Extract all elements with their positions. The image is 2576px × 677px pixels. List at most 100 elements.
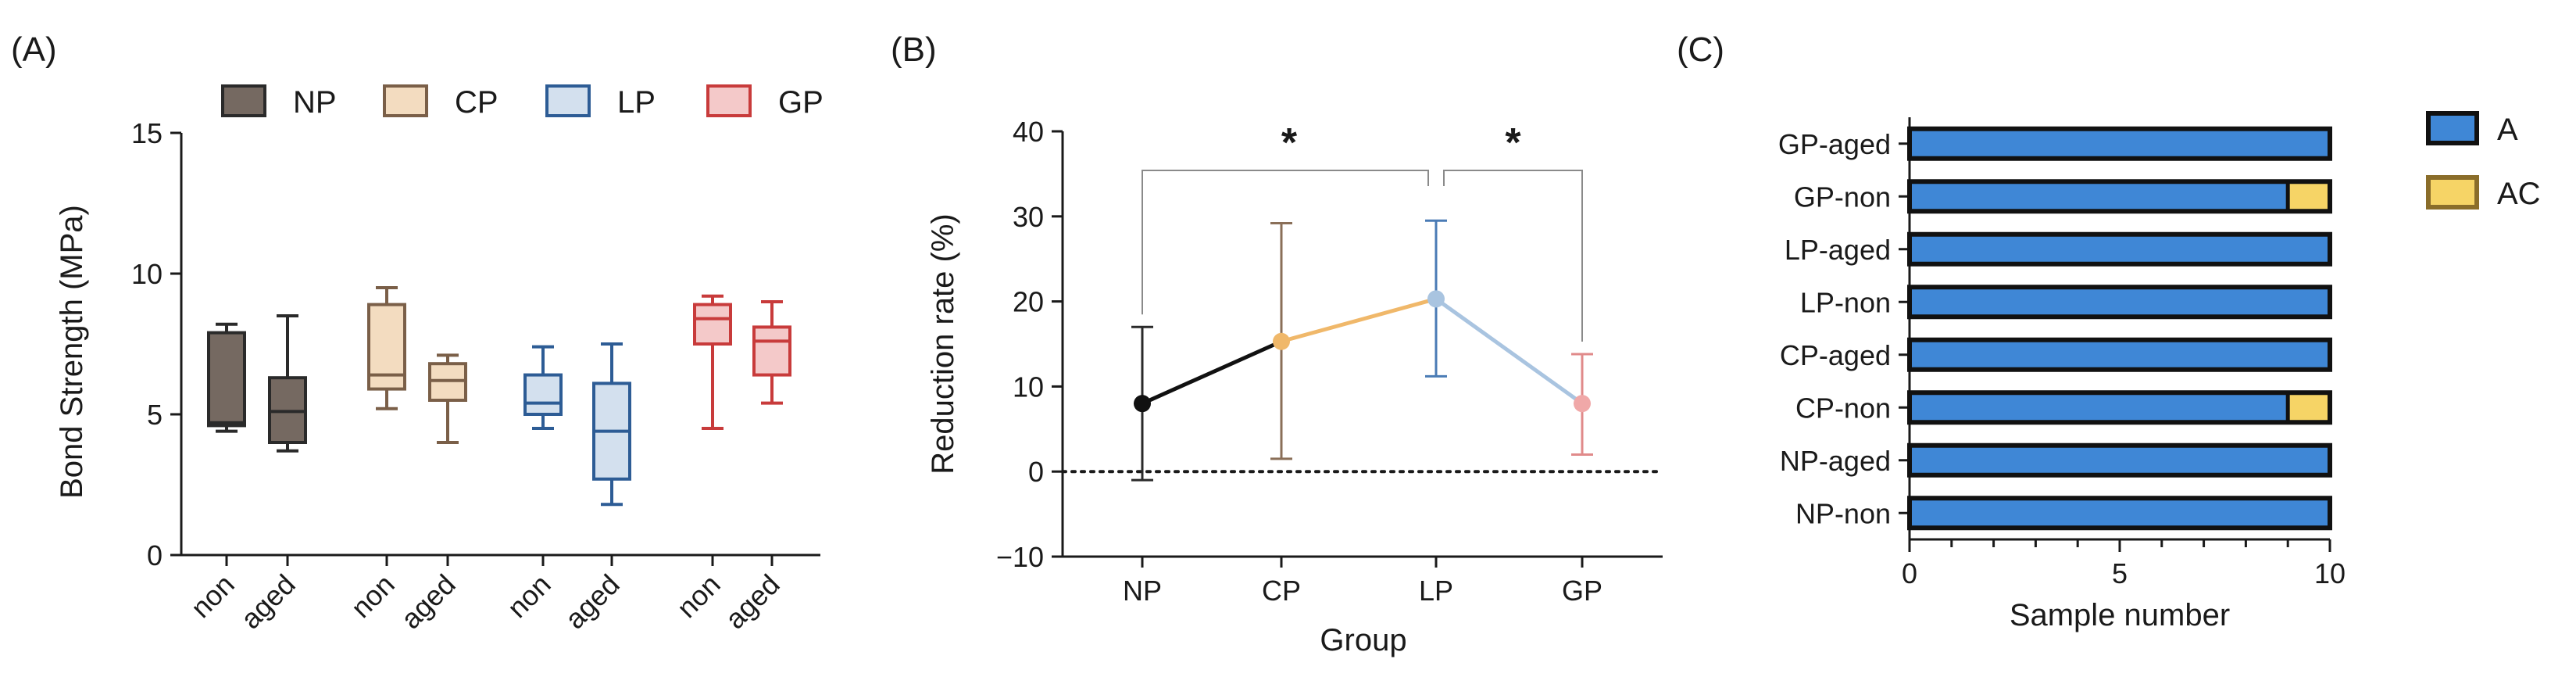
panel-a-x-tick-label: non	[184, 568, 240, 624]
panel-b-y-axis: −10 0 10 20 30 40	[996, 116, 1064, 573]
panel-a-y-axis: 0 5 10 15	[131, 117, 183, 571]
panel-a-x-tick-label: aged	[234, 568, 302, 636]
panel-b: (B) Reduction rate (%) Group −10 0 10 20 30 4…	[891, 30, 1664, 657]
panel-c-y-tick-label: NP-aged	[1780, 445, 1891, 477]
panel-a-x-tick-label: non	[501, 568, 556, 624]
bar-outline	[1907, 231, 2332, 267]
bar-a-cp-non	[1910, 392, 2288, 423]
panel-a-boxes	[207, 286, 791, 507]
box-np-non	[207, 322, 246, 433]
legend-item-lp: LP	[545, 84, 656, 120]
box-iqr	[693, 303, 732, 346]
panel-c-y-tick-label: CP-non	[1795, 392, 1891, 424]
bar-ac-cp-non	[2288, 392, 2330, 423]
box-iqr	[207, 331, 246, 428]
panel-c-y-tick-label: GP-non	[1794, 181, 1891, 213]
panel-c: (C) Sample number GP-aged GP-non LP-aged LP…	[1677, 30, 2541, 632]
data-point	[1134, 395, 1151, 413]
bar-a-gp-non	[1910, 181, 2288, 212]
legend-label: NP	[293, 85, 337, 120]
panel-a-x-tick-label: non	[345, 568, 400, 624]
panel-c-x-tick-label: 10	[2314, 557, 2346, 589]
bracket-line	[1142, 170, 1429, 315]
data-point	[1574, 395, 1591, 413]
bar-a-np-non	[1910, 498, 2330, 528]
legend-item-cp: CP	[383, 84, 498, 120]
panel-b-y-tick-label: 0	[1028, 456, 1044, 488]
significance-star: *	[1281, 120, 1298, 166]
box-cp-non	[367, 286, 406, 410]
panel-c-y-tick-label: NP-non	[1795, 497, 1891, 529]
legend-item-gp: GP	[706, 84, 824, 120]
box-gp-non	[693, 294, 732, 430]
panel-a-y-tick-label: 15	[131, 117, 163, 149]
legend-swatch	[2426, 175, 2479, 210]
significance-bracket-np-lp: *	[1142, 120, 1429, 315]
panel-b-x-tick-label: LP	[1419, 575, 1453, 607]
legend-label: LP	[617, 85, 656, 120]
panel-b-x-tick-label: CP	[1262, 575, 1301, 607]
significance-bracket-lp-gp: *	[1443, 120, 1583, 342]
bar-a-lp-aged	[1910, 234, 2330, 264]
panel-c-x-tick-label: 5	[2112, 557, 2128, 589]
bar-outline	[1907, 337, 2332, 372]
bar-a-lp-non	[1910, 287, 2330, 317]
series-line-segment	[1141, 339, 1283, 406]
panel-a-y-tick-label: 10	[131, 258, 163, 290]
panel-a-x-tick-label: aged	[559, 568, 626, 636]
legend-swatch	[2426, 111, 2479, 145]
legend-label: GP	[778, 85, 824, 120]
panel-a: (A) NP CP LP GP Bond Strength (MPa) 051015 …	[11, 30, 824, 635]
legend-item-np: NP	[221, 84, 337, 120]
bar-outline	[1907, 390, 2332, 425]
legend-swatch	[221, 84, 266, 117]
panel-a-legend: NP CP LP GP	[221, 84, 824, 120]
legend-swatch	[383, 84, 428, 117]
legend-swatch	[706, 84, 752, 117]
panel-c-y-tick-label: LP-non	[1800, 286, 1891, 318]
panel-a-y-axis-title: Bond Strength (MPa)	[55, 205, 89, 499]
panel-c-x-axis-title: Sample number	[2010, 598, 2230, 632]
panel-c-x-axis: 0 5 10	[1902, 538, 2346, 589]
bar-a-gp-aged	[1910, 128, 2330, 159]
panel-c-y-tick-label: GP-aged	[1778, 128, 1891, 160]
bar-ac-gp-non	[2288, 181, 2330, 212]
panel-b-y-tick-label: −10	[996, 541, 1044, 573]
panel-c-bars	[1907, 126, 2332, 531]
bar-outline	[1907, 442, 2332, 478]
panel-a-x-tick-label: non	[670, 568, 726, 624]
panel-c-x-tick-label: 0	[1902, 557, 1917, 589]
panel-b-x-tick-label: NP	[1123, 575, 1162, 607]
legend-label: A	[2497, 113, 2518, 147]
bar-a-cp-aged	[1910, 339, 2330, 370]
series-line-segment	[1434, 297, 1584, 406]
panel-b-y-tick-label: 30	[1013, 201, 1044, 233]
panel-c-legend: A AC	[2426, 111, 2541, 211]
legend-label: AC	[2497, 177, 2541, 211]
panel-c-y-axis: GP-aged GP-non LP-aged LP-non CP-aged CP-non N…	[1778, 117, 1911, 539]
panel-b-x-axis-title: Group	[1320, 623, 1406, 657]
data-point	[1273, 332, 1290, 350]
panel-a-x-tick-label: aged	[395, 568, 462, 636]
series-line-segment	[1281, 296, 1437, 344]
panel-a-y-tick-label: 0	[147, 539, 163, 571]
box-lp-aged	[592, 342, 631, 507]
panel-c-y-tick-label: LP-aged	[1785, 234, 1891, 266]
bar-outline	[1907, 496, 2332, 531]
panel-b-y-axis-title: Reduction rate (%)	[926, 213, 960, 474]
point-cp	[1270, 222, 1292, 460]
legend-label: CP	[455, 85, 498, 120]
panel-b-y-tick-label: 10	[1013, 371, 1044, 403]
legend-swatch	[545, 84, 591, 117]
data-point	[1427, 290, 1445, 308]
significance-star: *	[1505, 120, 1521, 166]
bar-outline	[1907, 126, 2332, 161]
box-iqr	[752, 325, 791, 377]
bar-outline	[1907, 179, 2332, 214]
panel-b-y-tick-label: 20	[1013, 286, 1044, 318]
panel-c-label: (C)	[1677, 30, 1724, 69]
panel-c-y-tick-label: CP-aged	[1780, 339, 1891, 371]
box-np-aged	[268, 314, 307, 453]
